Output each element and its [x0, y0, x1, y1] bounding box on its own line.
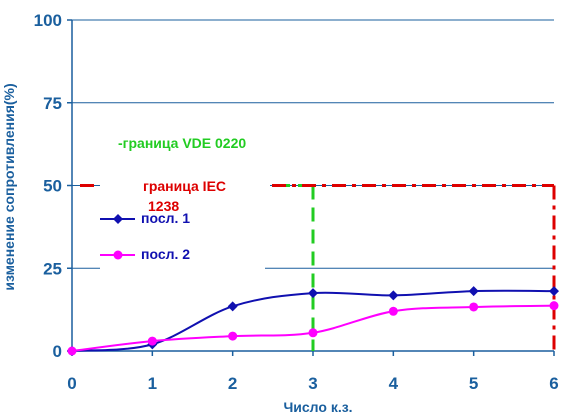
legend-marker-1 — [113, 214, 123, 224]
axes — [67, 19, 555, 356]
iec-label-line: 1238 — [148, 198, 179, 214]
y-tick-label: 50 — [43, 177, 62, 196]
iec-limit-label: граница IEC 1238 — [143, 178, 226, 214]
y-tick-label: 75 — [43, 94, 62, 113]
series-2-point — [147, 336, 157, 346]
series-1-point — [549, 286, 559, 297]
grid-lines — [72, 19, 554, 269]
x-tick-label: 0 — [67, 374, 76, 393]
series-2-point — [308, 328, 318, 338]
x-tick-label: 1 — [148, 374, 157, 393]
series-2-point — [228, 331, 238, 341]
tick-labels: 0 25 50 75 100 0 1 2 3 4 5 6 — [34, 11, 559, 393]
iec-label-line: граница IEC — [143, 178, 226, 194]
y-axis-title: изменение сопротивления(%) — [1, 83, 17, 290]
series-1-point — [227, 301, 238, 312]
y-tick-label: 0 — [53, 342, 62, 361]
series-2-point — [469, 302, 479, 312]
x-tick-label: 6 — [549, 374, 558, 393]
x-tick-label: 2 — [228, 374, 237, 393]
legend-label-1: посл. 1 — [141, 210, 190, 226]
x-tick-label: 5 — [469, 374, 478, 393]
x-axis-title: Число к.з. — [283, 399, 352, 414]
legend-label-2: посл. 2 — [141, 246, 190, 262]
series-2-point — [388, 306, 398, 316]
x-tick-label: 4 — [389, 374, 399, 393]
series-group — [67, 286, 559, 356]
labels: Число к.з. изменение сопротивления(%) -гра… — [1, 83, 353, 414]
series-1-point — [308, 288, 318, 299]
series-1-point — [468, 286, 479, 297]
series-2-point — [67, 346, 77, 356]
series-1-point — [388, 290, 399, 301]
x-tick-label: 3 — [308, 374, 317, 393]
legend-marker-2 — [113, 250, 123, 260]
y-tick-label: 25 — [43, 259, 62, 278]
vde-limit-label: -граница VDE 0220 — [118, 135, 246, 151]
series-2-point — [549, 301, 559, 311]
limit-lines — [80, 184, 556, 351]
y-tick-label: 100 — [34, 11, 62, 30]
